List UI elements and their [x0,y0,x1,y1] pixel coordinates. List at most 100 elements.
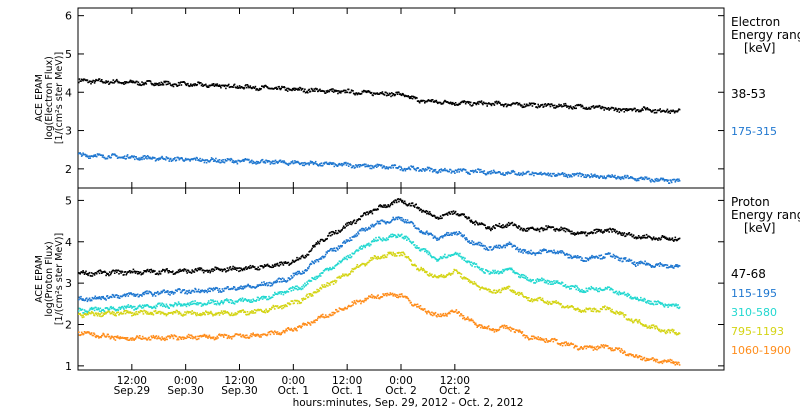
data-point [485,173,488,176]
data-point [673,111,676,114]
data-point [386,254,389,256]
data-point [294,160,296,162]
y-tick-label: 2 [65,319,72,332]
data-point [296,270,299,273]
data-point [505,287,508,289]
data-point [370,259,373,261]
data-point [506,244,509,247]
data-point [356,264,359,266]
data-point [220,291,223,293]
data-point [163,289,165,291]
data-point [174,157,176,159]
data-point [200,302,202,304]
data-point [324,285,327,288]
data-point [407,204,410,206]
data-point [164,270,166,273]
data-point [220,161,222,164]
data-point [530,102,533,105]
data-point [545,282,547,284]
data-point [490,290,493,293]
data-point [521,249,524,251]
data-point [569,288,571,290]
data-point [315,275,318,278]
legend-entry: 795-1193 [731,325,784,338]
data-point [171,271,173,274]
data-point [88,298,90,301]
data-point [280,293,282,295]
data-point [448,272,450,274]
data-point [347,254,349,257]
data-point [327,89,329,92]
data-point [591,254,593,257]
data-point [134,81,137,84]
data-point [344,91,346,94]
data-point [332,280,334,283]
data-point [416,97,418,99]
data-point [663,306,666,308]
data-point [439,217,441,220]
data-point [218,159,221,161]
data-point [339,231,341,233]
data-point [215,157,217,160]
data-point [118,273,120,275]
data-point [177,271,179,274]
data-point [291,287,293,289]
data-point [411,242,413,245]
data-point [280,87,282,90]
data-point [468,240,471,242]
data-point [361,248,364,250]
data-point [390,167,392,169]
data-point [200,289,202,292]
data-point [332,231,335,233]
data-point [388,236,390,238]
data-point [505,268,508,270]
data-point [95,313,98,315]
data-point [541,299,543,301]
data-point [87,313,89,316]
data-point [318,164,321,166]
data-point [523,103,526,106]
data-point [469,263,472,266]
data-point [674,265,677,267]
data-point [551,250,553,252]
data-point [108,308,110,311]
data-point [168,291,170,293]
data-point [358,247,361,249]
data-point [225,87,227,90]
data-point [673,240,675,242]
data-point [209,312,211,314]
data-point [282,161,285,164]
data-point [497,244,500,247]
data-point [530,299,532,301]
data-point [652,109,655,112]
data-point [663,235,666,238]
data-point [111,271,113,273]
data-point [242,86,244,89]
data-point [579,256,582,258]
data-point [506,286,509,288]
data-point [133,295,135,297]
data-point [83,309,86,311]
data-point [297,87,300,90]
data-point [167,157,170,159]
data-point [302,162,305,164]
data-point [108,297,110,299]
data-point [533,252,536,255]
data-point [144,311,147,314]
data-point [649,263,651,266]
data-point [441,236,444,239]
data-point [78,296,81,299]
series-175-315 [78,152,681,184]
data-point [235,269,238,271]
data-point [561,172,564,174]
data-point [424,102,426,104]
data-point [111,312,113,314]
data-point [125,307,127,309]
data-point [504,287,506,290]
data-point [337,163,340,166]
data-point [660,263,663,265]
data-point [233,161,235,164]
data-point [416,268,418,271]
data-point [89,157,92,159]
data-point [126,272,128,275]
